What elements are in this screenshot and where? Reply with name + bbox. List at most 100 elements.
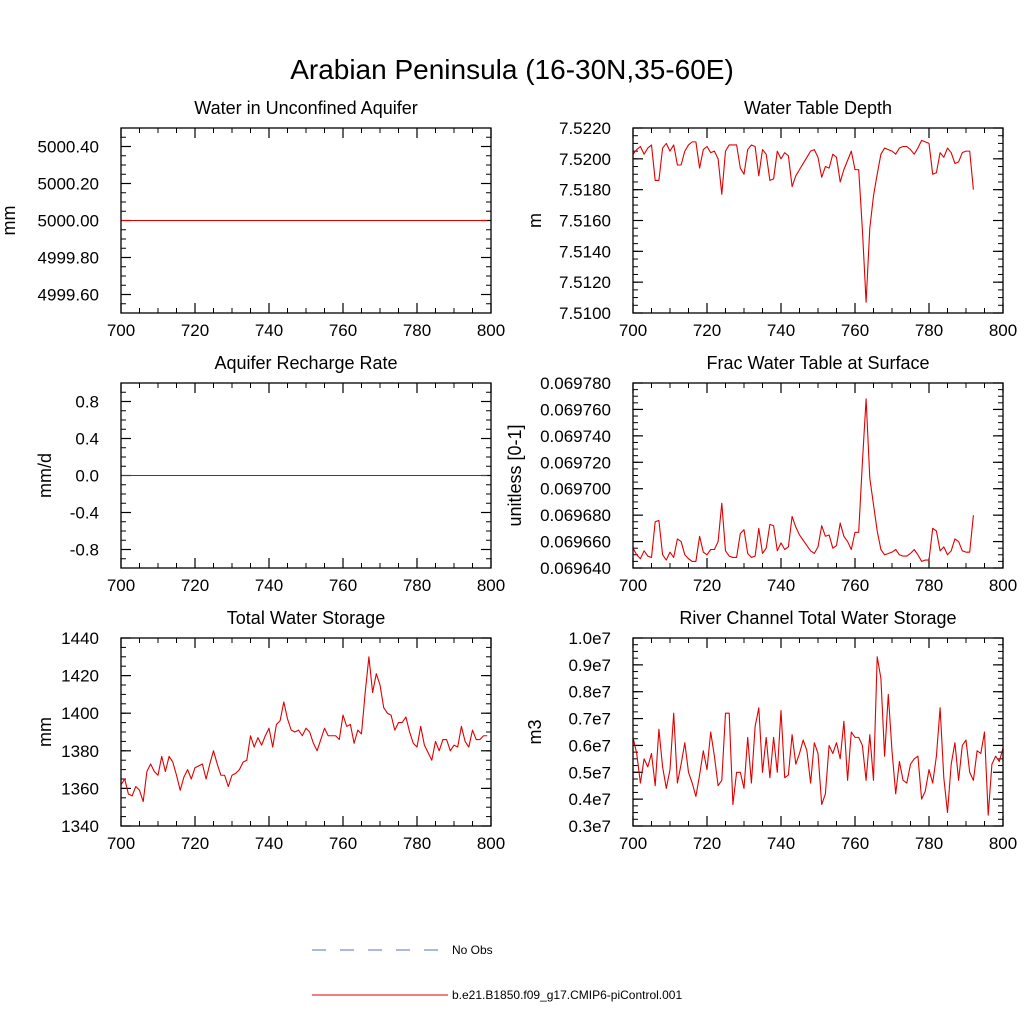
panel-water-table-depth: Water Table Depth m 700 720 740 760 780 800 7.51…: [525, 98, 1017, 340]
x-tick-label: 800: [989, 321, 1017, 340]
y-tick-label: 1400: [61, 704, 99, 723]
minor-ticks: [120, 637, 492, 827]
plot-frame: [120, 382, 492, 569]
x-tick-label: 740: [255, 321, 283, 340]
x-tick-label: 740: [767, 834, 795, 853]
y-tick-label: 7.5220: [559, 119, 611, 138]
y-tick-label: 7.5160: [559, 212, 611, 231]
y-axis-label: unitless [0-1]: [505, 424, 525, 526]
minor-ticks: [632, 127, 1004, 314]
x-tick-label: 780: [915, 321, 943, 340]
x-tick-label: 700: [619, 834, 647, 853]
y-tick-label: 0.069700: [540, 480, 611, 499]
y-tick-label: 0.069760: [540, 400, 611, 419]
series-line: [120, 656, 488, 803]
legend-item-model-run: b.e21.B1850.f09_g17.CMIP6-piControl.001: [312, 988, 682, 1002]
legend: No Obs b.e21.B1850.f09_g17.CMIP6-piContr…: [312, 943, 682, 1002]
y-tick-label: 5000.20: [38, 175, 99, 194]
y-tick-label: 0.069740: [540, 427, 611, 446]
x-tick-label: 800: [477, 321, 505, 340]
y-tick-label: 5000.00: [38, 212, 99, 231]
panel-title: Aquifer Recharge Rate: [214, 353, 397, 373]
plot-frame: [632, 127, 1004, 314]
plot-frame: [120, 127, 492, 314]
x-tick-label: 720: [693, 321, 721, 340]
y-tick-label: 0.8e7: [568, 683, 611, 702]
plot-frame: [632, 382, 1004, 569]
y-tick-label: 0.4e7: [568, 790, 611, 809]
x-tick-label: 800: [989, 834, 1017, 853]
y-tick-label: 0.0: [75, 467, 99, 486]
x-tick-label: 780: [915, 834, 943, 853]
y-tick-label: 1420: [61, 667, 99, 686]
panel-title: Water Table Depth: [744, 98, 892, 118]
x-tick-label: 700: [619, 321, 647, 340]
y-axis-label: m: [525, 213, 545, 228]
x-tick-label: 720: [693, 576, 721, 595]
x-tick-label: 720: [693, 834, 721, 853]
minor-ticks: [632, 382, 1004, 569]
y-tick-label: 0.3e7: [568, 817, 611, 836]
x-tick-label: 760: [329, 321, 357, 340]
x-tick-label: 760: [329, 576, 357, 595]
panel-river-channel-total-water-storage: River Channel Total Water Storage m3 700 72…: [525, 608, 1017, 853]
x-tick-label: 700: [619, 576, 647, 595]
x-tick-label: 740: [255, 576, 283, 595]
legend-item-no-obs: No Obs: [312, 943, 493, 957]
y-tick-label: 1380: [61, 742, 99, 761]
x-tick-label: 780: [403, 834, 431, 853]
plot-frame: [120, 637, 492, 827]
y-tick-label: 0.069640: [540, 559, 611, 578]
y-tick-label: 0.069720: [540, 453, 611, 472]
y-tick-label: 0.069680: [540, 506, 611, 525]
y-tick-label: 1.0e7: [568, 629, 611, 648]
figure-title: Arabian Peninsula (16-30N,35-60E): [290, 54, 734, 85]
x-tick-label: 720: [181, 321, 209, 340]
plot-frame: [632, 637, 1004, 827]
x-tick-label: 700: [107, 834, 135, 853]
y-tick-label: 1340: [61, 817, 99, 836]
series-line: [632, 398, 974, 562]
panel-frac-water-table-at-surface: Frac Water Table at Surface unitless [0-1…: [505, 353, 1017, 595]
y-tick-label: 0.5e7: [568, 763, 611, 782]
x-tick-label: 760: [841, 834, 869, 853]
x-tick-label: 780: [403, 321, 431, 340]
panel-title: Frac Water Table at Surface: [706, 353, 929, 373]
y-tick-label: 1360: [61, 779, 99, 798]
x-tick-label: 720: [181, 576, 209, 595]
y-tick-label: 1440: [61, 629, 99, 648]
y-tick-label: 0.7e7: [568, 710, 611, 729]
y-tick-label: 7.5120: [559, 273, 611, 292]
y-tick-label: 5000.40: [38, 138, 99, 157]
y-tick-label: -0.4: [70, 504, 99, 523]
x-tick-label: 700: [107, 576, 135, 595]
x-tick-label: 760: [841, 576, 869, 595]
panel-aquifer-recharge-rate: Aquifer Recharge Rate mm/d 700 720 740 760 780…: [35, 353, 505, 595]
x-tick-label: 740: [255, 834, 283, 853]
x-tick-label: 800: [477, 576, 505, 595]
series-line: [632, 656, 1004, 816]
legend-label-model-run: b.e21.B1850.f09_g17.CMIP6-piControl.001: [452, 988, 682, 1002]
panel-title: Total Water Storage: [227, 608, 385, 628]
y-axis-label: mm: [0, 206, 19, 236]
panel-total-water-storage: Total Water Storage mm 700 720 740 760 780 800 1…: [35, 608, 505, 853]
panel-title: Water in Unconfined Aquifer: [194, 98, 417, 118]
y-axis-label: mm: [35, 717, 55, 747]
y-tick-label: 0.4: [75, 430, 99, 449]
y-tick-label: 0.6e7: [568, 736, 611, 755]
x-tick-label: 720: [181, 834, 209, 853]
minor-ticks: [632, 637, 1004, 827]
x-tick-label: 740: [767, 321, 795, 340]
x-tick-label: 800: [989, 576, 1017, 595]
panels: Water in Unconfined Aquifer mm 700 720 740 76…: [0, 98, 1017, 853]
x-tick-label: 700: [107, 321, 135, 340]
y-tick-label: 4999.60: [38, 286, 99, 305]
x-tick-label: 780: [915, 576, 943, 595]
y-tick-label: 0.069660: [540, 533, 611, 552]
legend-label-no-obs: No Obs: [452, 943, 493, 957]
y-tick-label: 7.5200: [559, 150, 611, 169]
series-line: [632, 139, 974, 303]
x-tick-label: 760: [329, 834, 357, 853]
y-axis-label: mm/d: [35, 453, 55, 498]
